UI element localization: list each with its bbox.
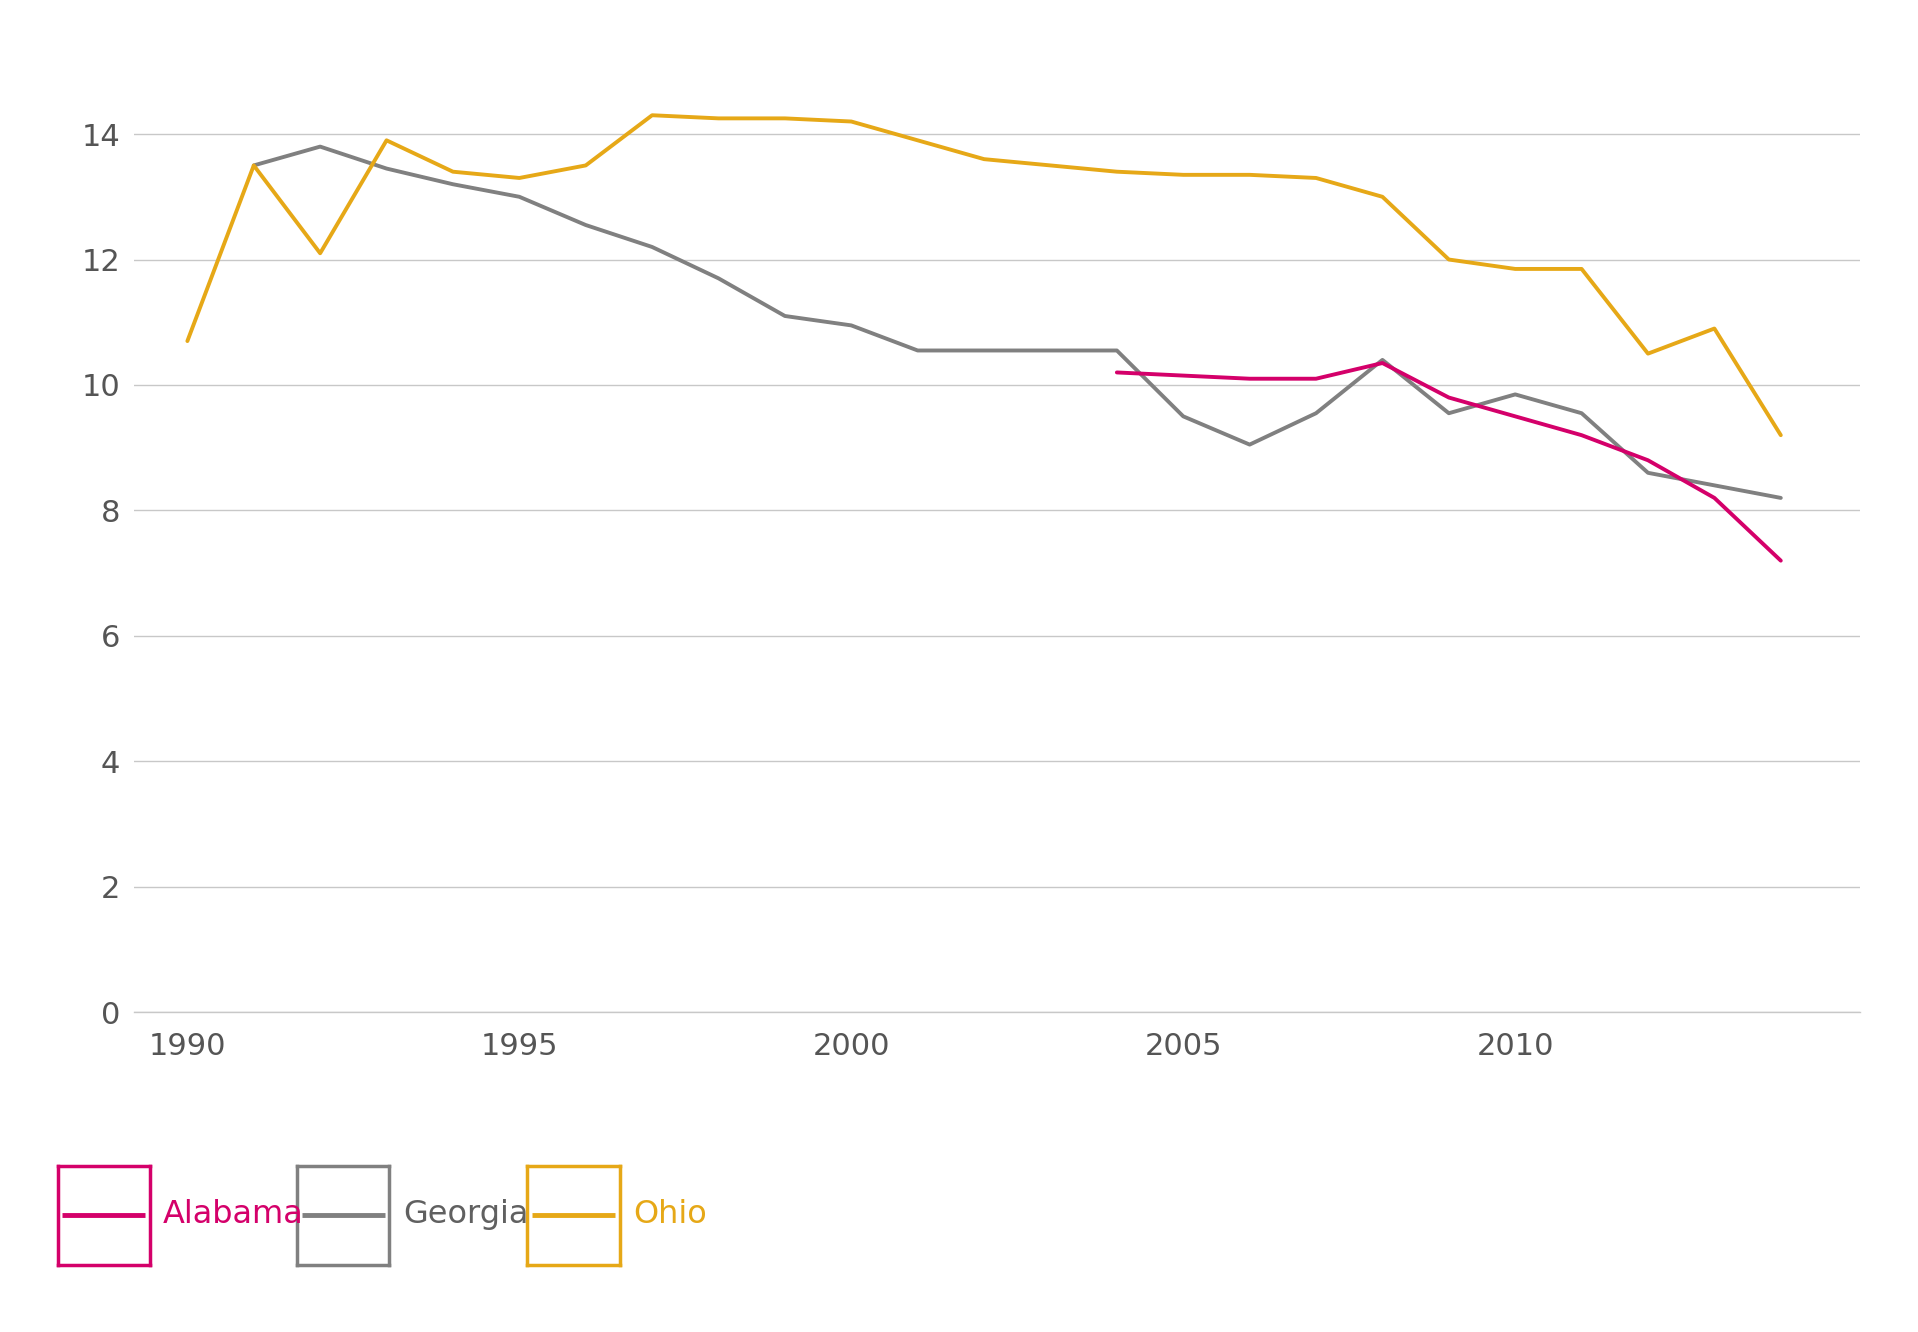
Text: Georgia: Georgia bbox=[403, 1199, 527, 1231]
Text: Ohio: Ohio bbox=[633, 1199, 706, 1231]
Text: Alabama: Alabama bbox=[163, 1199, 303, 1231]
